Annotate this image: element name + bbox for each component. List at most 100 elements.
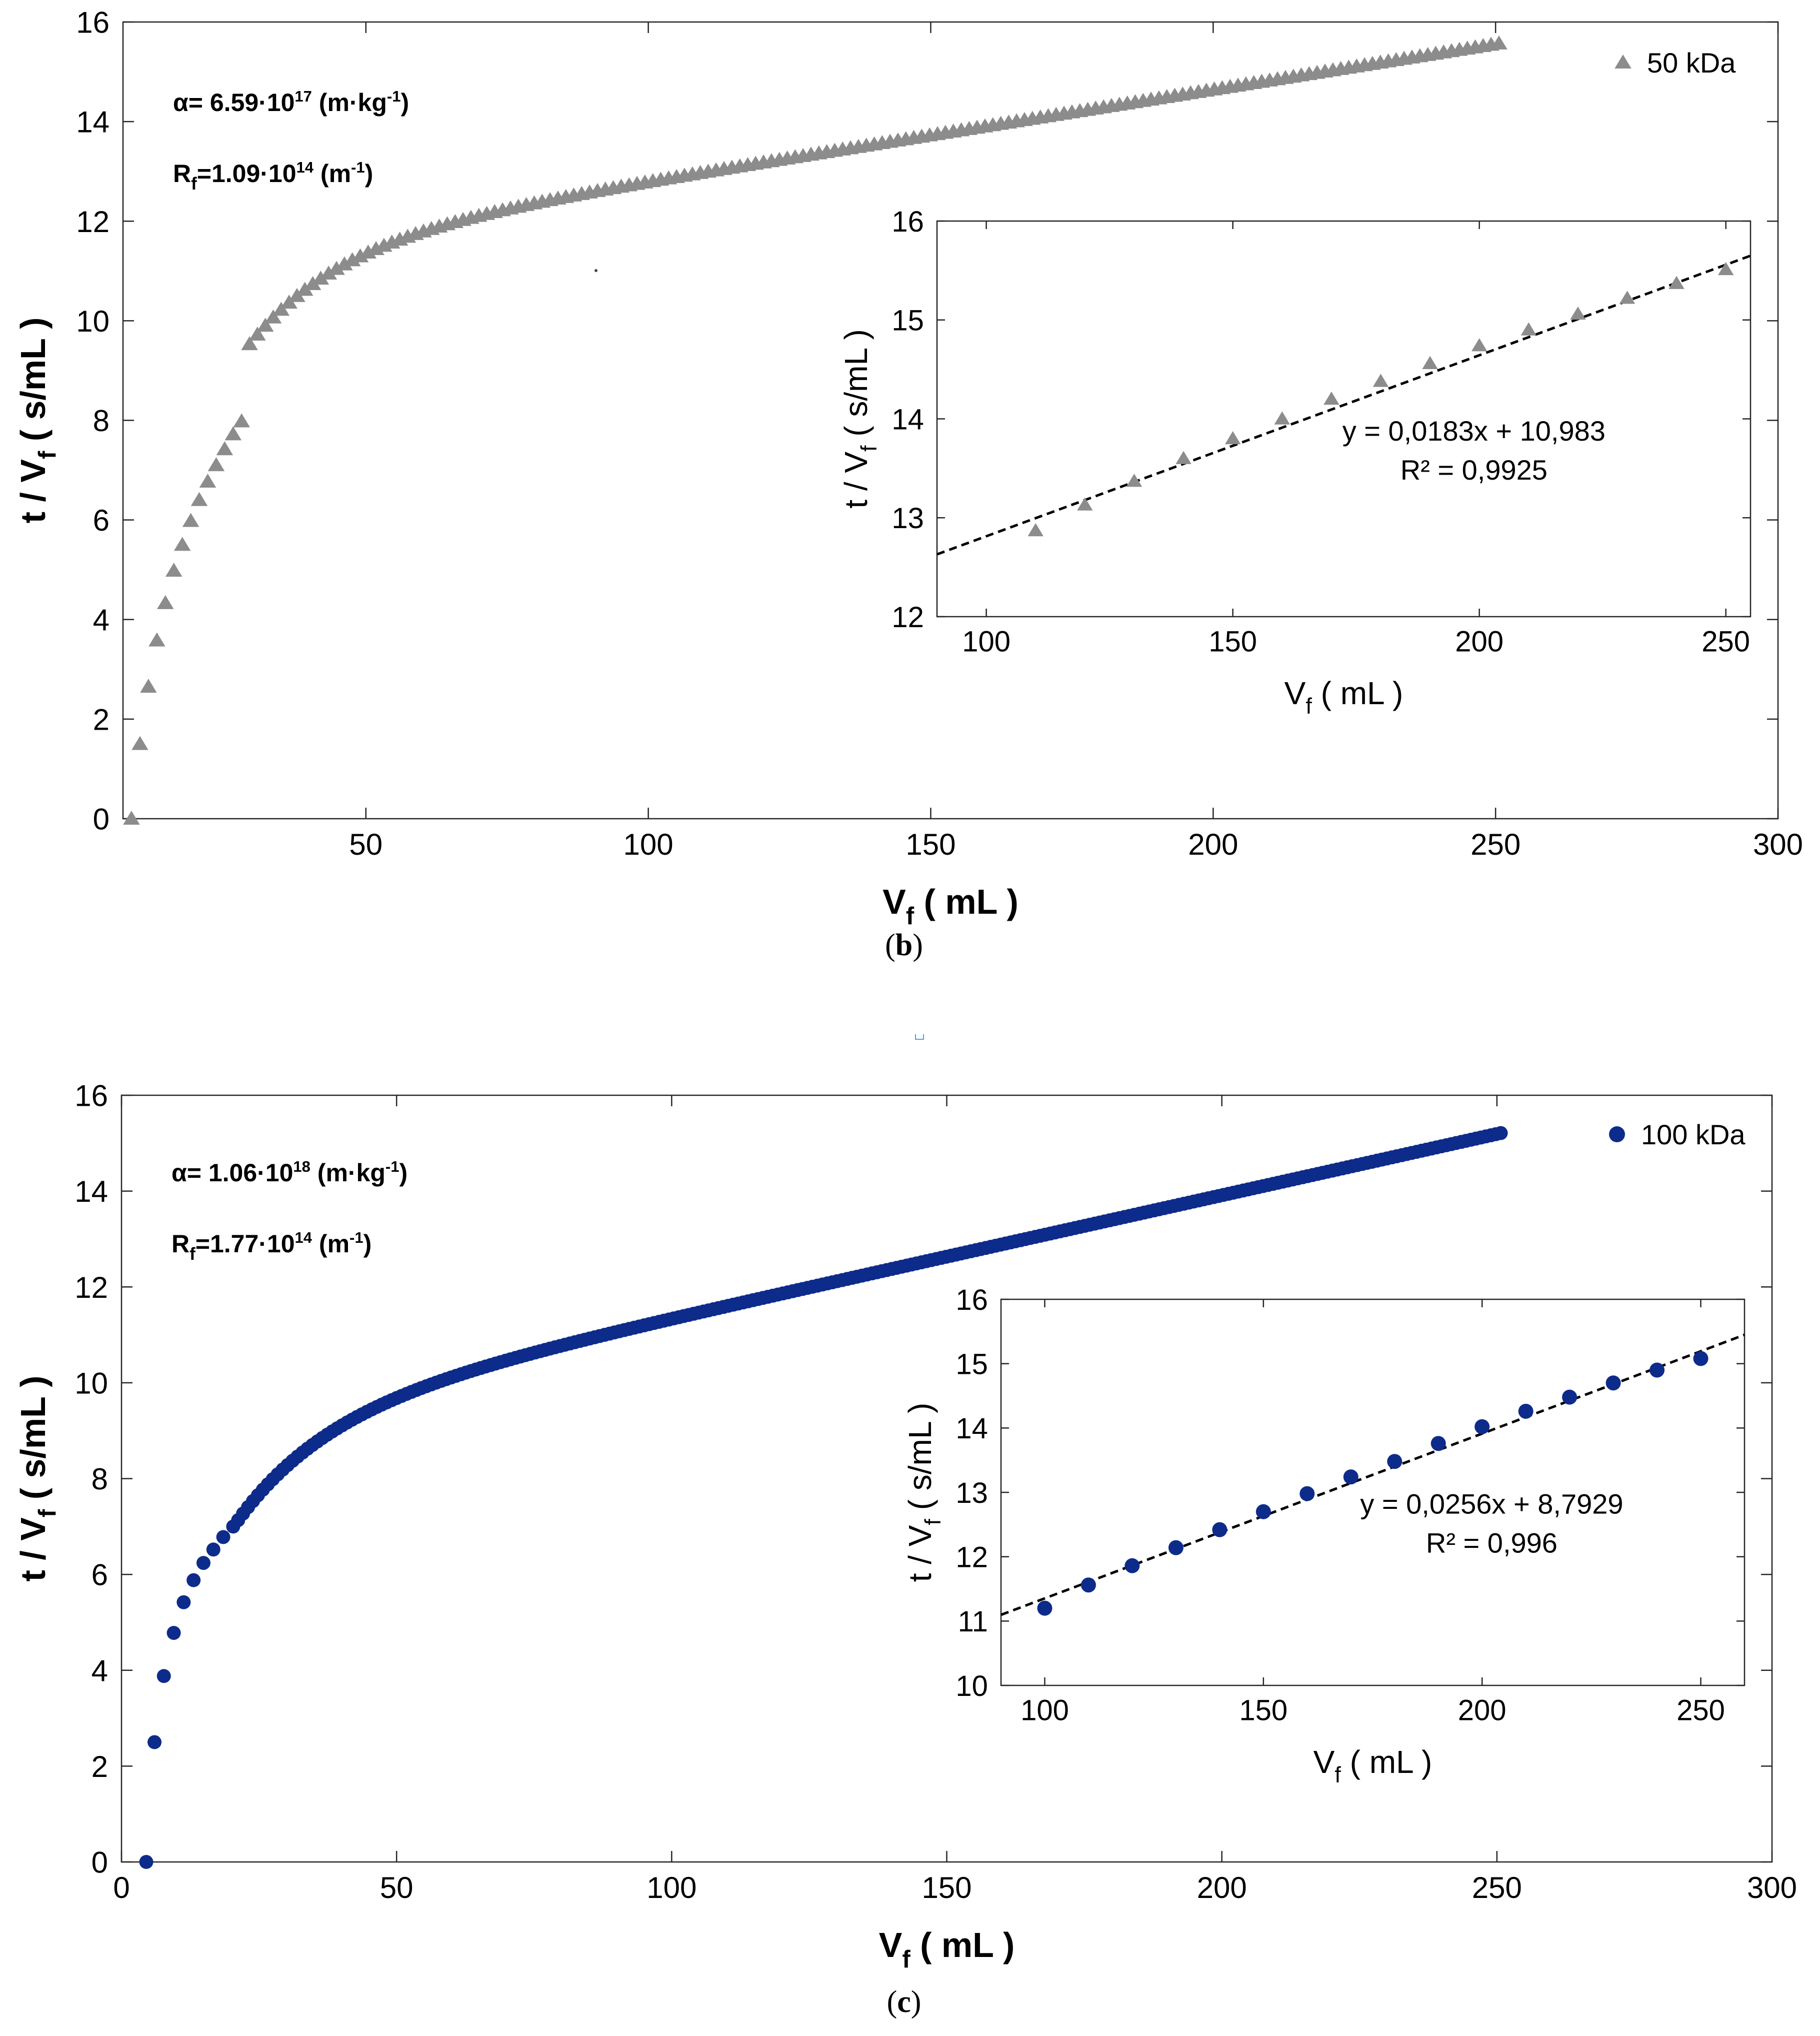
panel-label-c-letter: c (897, 1985, 911, 2019)
main-b-point-28 (352, 248, 369, 263)
inset-b-y-tick-label-3: 15 (892, 305, 924, 337)
inset-b-point-14 (1718, 262, 1734, 276)
main-b-x-tick-label-3: 200 (1188, 828, 1238, 861)
inset-c-y-tick-label-3: 13 (956, 1477, 988, 1509)
annotation-b-rf: Rf=1.09·1014 (m-1) (173, 159, 373, 194)
main-c-point-7 (206, 1542, 220, 1557)
inset-c-point-7 (1343, 1469, 1358, 1485)
main-b-point-0 (123, 811, 140, 825)
main-b-y-tick-label-6: 12 (76, 205, 110, 239)
inset-b-x-axis-label: Vf ( mL ) (1284, 675, 1404, 719)
inset-b: 100 150 200 250 12 13 14 15 16 y = 0,0183x + 10,9… (838, 206, 1752, 719)
inset-c-y-tick-label-5: 15 (956, 1348, 988, 1381)
panel-c: 0 50 100 150 200 250 300 0 2 4 6 8 10 12 14 16 Vf ( mL )… (14, 1079, 1797, 1973)
panel-label-b-letter: b (895, 928, 913, 962)
main-c-point-265 (1494, 1126, 1508, 1140)
main-c-x-tick-label-2: 100 (646, 1871, 696, 1904)
inset-c-y-tick-label-2: 12 (956, 1541, 988, 1574)
inset-c-r-squared: R² = 0,996 (1426, 1527, 1558, 1558)
inset-c-fit-line (1000, 1333, 1745, 1616)
main-c-x-axis-label: Vf ( mL ) (879, 1925, 1015, 1973)
main-b-point-22 (304, 276, 322, 290)
main-b-y-tick-label-4: 8 (93, 404, 110, 438)
inset-b-x-tick-label-0: 100 (962, 626, 1010, 658)
main-b-y-tick-label-8: 16 (76, 6, 110, 40)
main-b-y-tick-label-5: 10 (76, 305, 110, 338)
main-b-point-12 (224, 426, 242, 441)
legend-c-marker (1609, 1126, 1625, 1142)
main-b-point-18 (272, 302, 290, 316)
inset-c-point-1 (1080, 1577, 1096, 1593)
inset-c-y-tick-label-4: 14 (956, 1412, 988, 1445)
inset-c-y-axis-label: t / Vf ( s/mL ) (902, 1403, 946, 1582)
panel-label-b: (b) (885, 928, 923, 962)
inset-c-y-tick-label-1: 11 (958, 1605, 988, 1638)
main-b-series (123, 35, 1508, 825)
inset-b-x-tick-label-2: 200 (1455, 626, 1504, 658)
inset-c-point-3 (1168, 1540, 1184, 1555)
main-b-y-tick-label-3: 6 (93, 504, 110, 537)
inset-c-point-5 (1256, 1504, 1271, 1519)
annotation-b-alpha: α= 6.59·1017 (m·kg-1) (173, 88, 409, 117)
main-c-y-tick-label-6: 12 (74, 1271, 108, 1304)
inset-b-point-9 (1471, 338, 1488, 352)
main-b-point-21 (296, 282, 314, 296)
main-b-point-25 (328, 261, 345, 275)
annotation-c-alpha: α= 1.06·1018 (m·kg-1) (172, 1158, 408, 1187)
inset-c-point-10 (1474, 1419, 1490, 1434)
main-c-y-tick-label-3: 6 (92, 1558, 108, 1592)
inset-b-point-8 (1422, 356, 1438, 370)
inset-c-point-2 (1124, 1558, 1140, 1573)
inset-b-r-squared: R² = 0,9925 (1400, 454, 1548, 486)
inset-b-point-5 (1274, 411, 1290, 425)
inset-b-point-2 (1126, 474, 1142, 487)
panel-label-c: (c) (886, 1985, 922, 2019)
inset-c: 100 150 200 250 10 11 12 13 14 15 16 y = 0,0256x + … (902, 1284, 1746, 1787)
main-c-y-axis-label: t / Vf ( s/mL ) (14, 1376, 61, 1582)
main-b-x-tick-label-2: 150 (906, 828, 956, 861)
inset-c-equation: y = 0,0256x + 8,7929 (1360, 1488, 1623, 1519)
inset-c-point-14 (1650, 1362, 1665, 1378)
main-b-y-tick-label-0: 0 (93, 803, 110, 836)
main-b-point-16 (256, 318, 274, 332)
inset-c-point-12 (1562, 1389, 1578, 1405)
inset-c-point-8 (1387, 1454, 1402, 1469)
inset-c-plot-frame (1000, 1298, 1746, 1686)
inset-b-y-tick-label-4: 16 (892, 206, 924, 238)
main-c-x-tick-label-0: 0 (113, 1871, 130, 1904)
main-b-point-23 (312, 271, 330, 285)
main-b-point-8 (190, 492, 208, 506)
annotation-c-rf: Rf=1.77·1014 (m-1) (172, 1229, 372, 1264)
legend-b-marker (1614, 55, 1632, 69)
legend-c-label: 100 kDa (1641, 1119, 1746, 1150)
inset-c-y-tick-label-0: 10 (956, 1670, 988, 1702)
inset-b-x-tick-label-1: 150 (1208, 626, 1257, 658)
main-c-x-tick-label-3: 150 (922, 1871, 972, 1904)
main-c-y-tick-label-4: 8 (92, 1462, 108, 1496)
main-c-y-tick-label-7: 14 (74, 1175, 108, 1208)
inset-c-x-axis-label: Vf ( mL ) (1314, 1744, 1432, 1787)
main-b-point-6 (174, 537, 191, 551)
stray-mark (915, 1034, 924, 1040)
main-c-point-2 (156, 1669, 171, 1683)
main-b-point-10 (208, 457, 225, 472)
inset-b-point-12 (1619, 291, 1636, 304)
main-b-point-14 (241, 336, 258, 351)
main-b-point-2 (140, 679, 157, 693)
main-c-x-tick-label-5: 250 (1472, 1871, 1522, 1904)
main-b-point-26 (336, 256, 353, 271)
inset-c-point-0 (1037, 1600, 1052, 1616)
inset-b-point-1 (1077, 497, 1093, 511)
inset-b-y-axis-label: t / Vf ( s/mL ) (838, 329, 882, 509)
main-b-point-9 (199, 473, 216, 488)
inset-c-y-tick-label-6: 16 (956, 1284, 988, 1316)
main-b-y-tick-label-7: 14 (76, 106, 110, 139)
inset-b-plot-frame (936, 220, 1752, 618)
legend-b-label: 50 kDa (1647, 47, 1736, 79)
inset-b-point-4 (1224, 431, 1241, 445)
main-c-point-0 (139, 1855, 154, 1869)
main-c-point-6 (196, 1556, 210, 1570)
inset-c-point-9 (1430, 1436, 1446, 1451)
